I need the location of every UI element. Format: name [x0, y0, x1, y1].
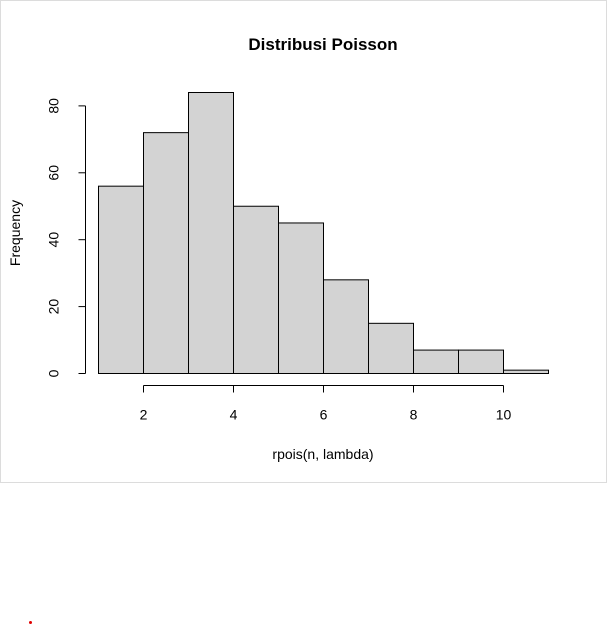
- x-tick-label: 4: [230, 407, 238, 423]
- histogram-bar: [368, 322, 414, 375]
- histogram-chart: Distribusi Poisson rpois(n, lambda) Freq…: [7, 35, 549, 462]
- y-tick-label: 20: [46, 299, 62, 315]
- y-tick-label: 40: [46, 232, 62, 248]
- histogram-bar: [233, 205, 279, 374]
- x-tick-label: 2: [140, 407, 148, 423]
- histogram-bar: [413, 349, 459, 375]
- red-dot-marker: [29, 621, 32, 624]
- histogram-bar: [98, 185, 144, 374]
- y-tick-label: 0: [46, 369, 62, 377]
- y-tick-label: 80: [46, 98, 62, 114]
- bars-layer: [98, 92, 549, 375]
- y-axis-label: Frequency: [7, 200, 23, 266]
- chart-title: Distribusi Poisson: [248, 35, 397, 54]
- x-axis: 2 4 6 8 10: [140, 385, 512, 423]
- x-tick-label: 6: [320, 407, 328, 423]
- histogram-bar: [188, 92, 234, 374]
- x-tick-label: 8: [410, 407, 418, 423]
- histogram-bar: [503, 369, 549, 374]
- x-tick-label: 10: [496, 407, 512, 423]
- x-axis-label: rpois(n, lambda): [272, 446, 373, 462]
- histogram-bar: [458, 349, 504, 375]
- y-axis: 0 20 40 60 80: [46, 98, 86, 377]
- y-tick-label: 60: [46, 165, 62, 181]
- histogram-bar: [323, 279, 369, 375]
- plot-frame: Distribusi Poisson rpois(n, lambda) Freq…: [0, 0, 607, 483]
- histogram-bar: [278, 222, 324, 374]
- histogram-bar: [143, 132, 189, 374]
